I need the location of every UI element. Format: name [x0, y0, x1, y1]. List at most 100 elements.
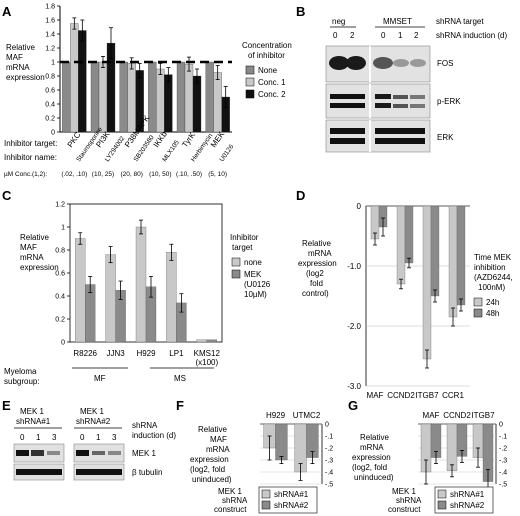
- panel-g-ylabel-line: uninduced): [354, 473, 394, 482]
- y-tick-label: -.4: [325, 470, 333, 477]
- panel-a-name-row-label: Inhibitor name:: [4, 153, 57, 162]
- legend-swatch: [437, 489, 447, 499]
- legend-label: 24h: [486, 298, 499, 307]
- panel-e-lane-label: 1: [96, 433, 101, 442]
- panel-d-ylabel-line: (log2: [306, 269, 324, 278]
- y-tick-label: -.2: [325, 446, 333, 453]
- panel-e: E MEK 1 shRNA#1 MEK 1 shRNA#2 0 1 3 0 1 …: [2, 398, 176, 481]
- y-tick-label: 0.6: [45, 88, 55, 95]
- panel-c-subgroup-mf: MF: [94, 374, 106, 383]
- panel-a: A Relative MAF mRNA expression 0 0.2 0.4 0.…: [2, 4, 292, 179]
- panel-b-group-neg: neg: [332, 17, 345, 26]
- panel-d-ylabel-line: control): [302, 289, 329, 298]
- group-label: MAF: [423, 411, 440, 420]
- panel-g-ylabel-line: expression: [352, 453, 391, 462]
- panel-e-header: induction (d): [132, 431, 176, 440]
- y-tick-label: 1.8: [45, 4, 55, 11]
- legend-label: shRNA#1: [274, 490, 309, 499]
- group-label: ITGB7: [471, 411, 495, 420]
- blot-label: p-ERK: [437, 97, 461, 106]
- panel-b-lane-label: 2: [414, 31, 419, 40]
- inhibitor-conc-label: (.10, .50): [176, 171, 202, 178]
- panel-g-chart: -.5 -.4 -.3 -.2 -.1 0 MAF CCND2 ITGB7: [418, 411, 507, 495]
- y-tick-label: 0.2: [45, 116, 55, 123]
- bar: [456, 205, 466, 306]
- panel-a-legend-title: Concentration: [242, 41, 292, 50]
- panel-d-legend-title: 100nM): [478, 283, 505, 292]
- panel-e-group1-label: MEK 1: [20, 407, 45, 416]
- panel-e-group1-label: shRNA#1: [16, 417, 51, 426]
- legend-label: shRNA#1: [450, 490, 485, 499]
- y-tick-label: -.5: [499, 482, 507, 489]
- panel-f-ylabel-line: (log2, fold: [190, 465, 225, 474]
- y-tick-label: 0: [499, 422, 503, 429]
- blot-label: MEK 1: [132, 449, 157, 458]
- panel-f-ylabel-line: MAF: [210, 435, 227, 444]
- bar: [166, 252, 177, 343]
- legend-swatch: [231, 269, 241, 279]
- bar: [176, 61, 186, 133]
- blot-band: [375, 138, 425, 144]
- bar: [78, 30, 87, 133]
- panel-d-legend-title: inhibition: [474, 263, 506, 272]
- inhibitor-name-label: MLX105: [161, 139, 181, 163]
- panel-d-ylabel-line: Relative: [302, 239, 331, 248]
- panel-g-ylabel-line: Relative: [360, 433, 389, 442]
- legend-label: (U0126: [244, 280, 271, 289]
- group-label: UTMC2: [293, 411, 321, 420]
- panel-e-header: shRNA: [132, 421, 158, 430]
- blot-band: [329, 56, 349, 70]
- panel-c-subgroup-ms: MS: [174, 374, 186, 383]
- panel-f-ylabel-line: mRNA: [206, 445, 230, 454]
- blot-band: [348, 103, 365, 108]
- panel-c-legend-title: Inhibitor: [230, 233, 259, 242]
- panel-a-ylabel-line: expression: [6, 73, 45, 82]
- blot-band: [375, 94, 391, 99]
- y-tick-label: -1.0: [347, 262, 361, 271]
- y-tick-label: -.4: [499, 470, 507, 477]
- bar: [404, 205, 414, 264]
- bar: [156, 68, 165, 133]
- y-tick-label: -.3: [499, 458, 507, 465]
- legend-label: 10µM): [244, 290, 267, 299]
- panel-e-lane-label: 3: [52, 433, 57, 442]
- panel-b-letter: B: [296, 4, 305, 19]
- y-tick-label: 0: [61, 340, 65, 347]
- panel-f-ylabel-line: expression: [190, 455, 229, 464]
- bar: [62, 61, 71, 133]
- blot-band: [16, 469, 62, 475]
- panel-b: B neg MMSET 0 2 0 1 2 shRNA target shRNA…: [296, 4, 507, 153]
- panel-e-lane-label: 0: [20, 433, 25, 442]
- cell-line-label: JJN3: [106, 349, 125, 358]
- panel-b-blot-erk: ERK: [325, 119, 454, 153]
- panel-d-ylabel-line: expression: [298, 259, 337, 268]
- bar: [98, 61, 108, 133]
- y-tick-label: 1: [61, 225, 65, 232]
- panel-f-letter: F: [176, 398, 184, 413]
- panel-e-lane-label: 1: [36, 433, 41, 442]
- blot-band: [47, 451, 60, 455]
- panel-a-chart: 0 0.2 0.4 0.6 0.8 1 1.2 1.4 1.6 1.8: [45, 4, 232, 137]
- panel-f-construct-label: construct: [214, 505, 247, 514]
- blot-band: [108, 451, 121, 455]
- panel-e-blot-mek1: MEK 1: [13, 443, 157, 463]
- blot-band: [348, 94, 365, 99]
- gene-label: MAF: [367, 391, 384, 400]
- blot-band: [31, 450, 44, 456]
- bar: [206, 339, 217, 343]
- y-tick-label: -.2: [499, 446, 507, 453]
- legend-swatch: [437, 500, 447, 510]
- y-tick-label: 1.4: [45, 32, 55, 39]
- legend-label: 48h: [486, 309, 499, 318]
- y-tick-label: -.1: [499, 434, 507, 441]
- bar: [119, 61, 128, 133]
- panel-g-construct-label: MEK 1: [392, 487, 417, 496]
- kms-scale-note: (x100): [195, 358, 218, 367]
- blot-band: [375, 128, 425, 134]
- panel-e-lane-label: 0: [80, 433, 85, 442]
- panel-b-lane-label: 0: [381, 31, 386, 40]
- panel-f-legend: shRNA#1 shRNA#2: [258, 486, 318, 514]
- legend-swatch: [261, 500, 271, 510]
